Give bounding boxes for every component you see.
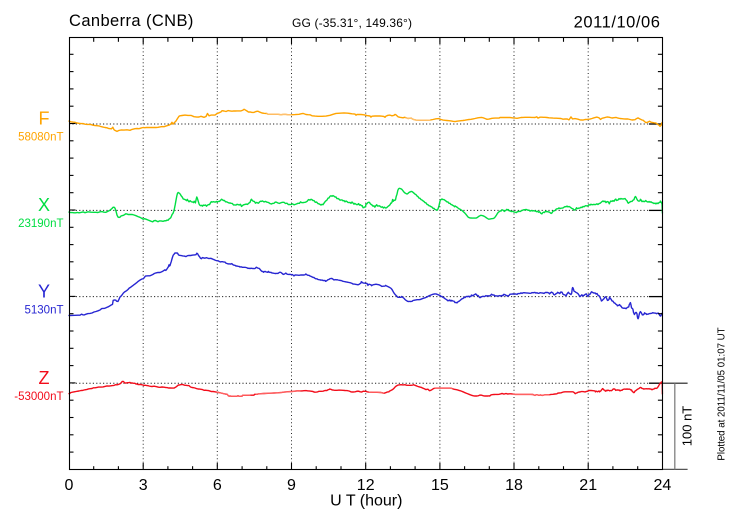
svg-text:23190nT: 23190nT [18,218,63,230]
svg-text:Canberra (CNB): Canberra (CNB) [69,12,194,30]
svg-text:3: 3 [139,477,148,494]
svg-text:12: 12 [357,477,375,494]
svg-text:21: 21 [579,477,597,494]
svg-text:9: 9 [287,477,296,494]
svg-text:2011/10/06: 2011/10/06 [574,14,661,32]
svg-text:58080nT: 58080nT [18,132,63,144]
svg-text:X: X [38,195,50,215]
svg-text:F: F [39,109,50,129]
svg-text:Y: Y [38,281,50,301]
svg-text:-53000nT: -53000nT [14,391,63,403]
svg-text:Z: Z [39,368,50,388]
svg-text:GG (-35.31°, 149.36°): GG (-35.31°, 149.36°) [292,16,412,30]
svg-text:6: 6 [213,477,222,494]
svg-text:100 nT: 100 nT [680,406,695,447]
svg-text:24: 24 [654,477,672,494]
svg-text:18: 18 [505,477,523,494]
svg-text:5130nT: 5130nT [24,304,63,316]
svg-text:Plotted at 2011/11/05 01:07 UT: Plotted at 2011/11/05 01:07 UT [717,327,728,460]
svg-text:15: 15 [431,477,449,494]
svg-text:U T (hour): U T (hour) [330,493,402,510]
svg-text:0: 0 [65,477,74,494]
